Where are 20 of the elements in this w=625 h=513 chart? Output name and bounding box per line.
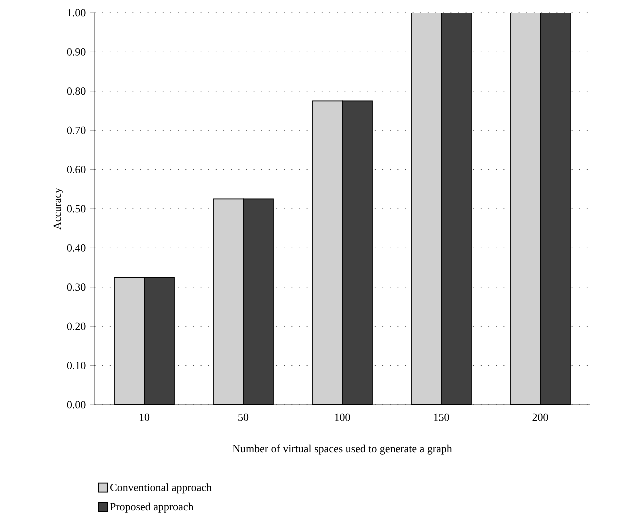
legend-label: Proposed approach <box>110 502 194 513</box>
y-tick-label: 0.40 <box>67 244 86 252</box>
y-tick-label: 0.60 <box>67 166 86 174</box>
y-tick-label: 0.80 <box>67 88 86 96</box>
legend-label: Conventional approach <box>110 484 212 494</box>
x-tick-label: 150 <box>434 414 450 422</box>
y-tick-label: 0.90 <box>67 48 86 56</box>
x-tick-label: 50 <box>238 414 249 422</box>
x-tick-label: 10 <box>140 414 150 422</box>
y-tick-label: 0.30 <box>67 284 86 292</box>
x-tick-label: 100 <box>335 414 350 422</box>
y-tick-label: 0.50 <box>67 205 86 213</box>
y-tick-label: 0.10 <box>67 362 86 370</box>
y-tick-label: 0.00 <box>67 401 86 409</box>
y-tick-label: 1.00 <box>68 9 86 17</box>
x-axis-title: Number of virtual spaces used to generate a graph <box>232 444 452 455</box>
y-axis-title: Accuracy <box>54 188 64 230</box>
y-tick-label: 0.70 <box>67 126 86 134</box>
y-tick-label: 0.20 <box>67 322 86 330</box>
x-tick-label: 200 <box>532 414 548 422</box>
